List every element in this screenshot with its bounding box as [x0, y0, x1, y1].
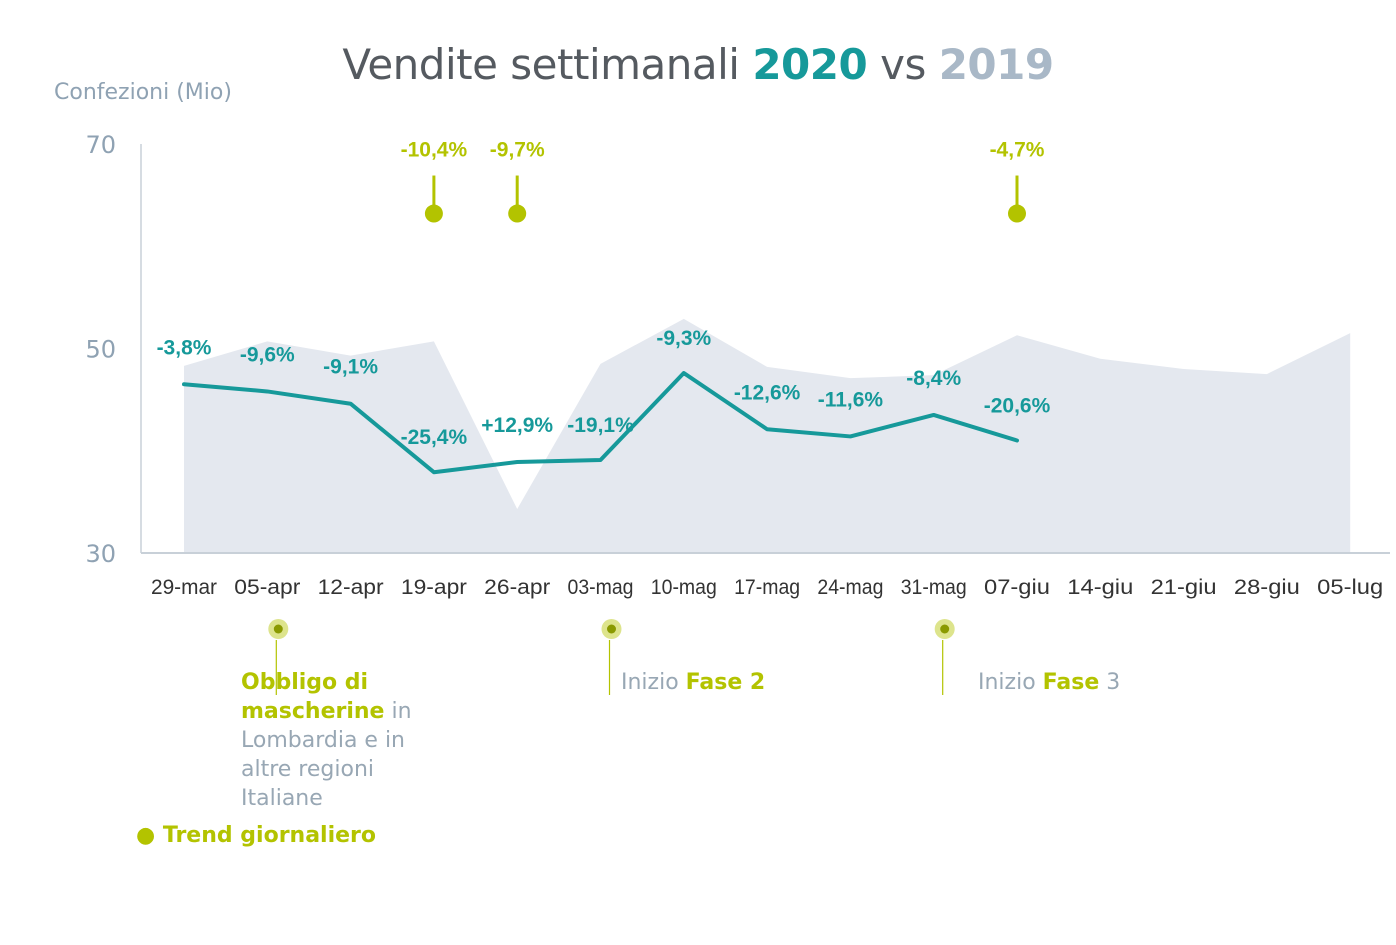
x-tick-label: 28-giu: [1234, 576, 1300, 599]
data-label: -8,4%: [906, 367, 961, 390]
chart-title: Vendite settimanali 2020 vs 2019: [0, 40, 1396, 89]
note-fase3-highlight: Fase: [1042, 670, 1100, 695]
y-axis-label: Confezioni (Mio): [54, 80, 232, 105]
event-marker-dot: [273, 624, 283, 634]
note-fase3-prefix: Inizio: [978, 670, 1043, 695]
daily-marker-dot: [508, 204, 527, 223]
x-tick-label: 21-giu: [1151, 576, 1217, 599]
data-label: +12,9%: [481, 414, 553, 437]
note-fase2-prefix: Inizio: [621, 670, 686, 695]
event-marker-dot: [940, 624, 950, 634]
data-label: -3,8%: [157, 336, 212, 359]
x-tick-label: 12-apr: [318, 576, 384, 599]
data-label: -9,1%: [323, 356, 378, 379]
y-tick-label: 50: [85, 336, 116, 364]
title-prefix: Vendite settimanali: [342, 40, 740, 89]
daily-marker-label: -9,7%: [490, 139, 545, 162]
x-tick-label: 10-mag: [651, 576, 717, 599]
event-marker-dot: [607, 624, 616, 634]
y-tick-label: 70: [85, 131, 116, 159]
data-label: -12,6%: [734, 381, 801, 404]
x-tick-label: 26-apr: [484, 576, 550, 599]
data-label: -9,6%: [240, 343, 295, 366]
x-tick-label: 24-mag: [817, 576, 883, 599]
legend-daily-trend: ● Trend giornaliero: [136, 823, 377, 848]
x-tick-label: 19-apr: [401, 576, 467, 599]
data-label: -9,3%: [656, 327, 711, 350]
note-fase3-suffix: 3: [1099, 670, 1121, 695]
x-tick-label: 31-mag: [901, 576, 967, 599]
note-masks-text: in Lombardia e in altre regioni Italiane: [241, 699, 412, 811]
x-tick-label: 14-giu: [1067, 576, 1133, 599]
daily-marker-label: -4,7%: [990, 139, 1045, 162]
y-tick-label: 30: [85, 540, 116, 568]
x-tick-label: 17-mag: [734, 576, 800, 599]
daily-marker-dot: [424, 204, 443, 223]
title-year-2019: 2019: [938, 40, 1054, 89]
x-tick-label: 29-mar: [151, 576, 217, 599]
event-note-fase2: Inizio Fase 2: [621, 668, 765, 697]
x-tick-label: 05-apr: [234, 576, 300, 599]
area-2019: [184, 318, 1351, 553]
event-note-masks: Obbligo di mascherine in Lombardia e in …: [241, 668, 441, 813]
daily-marker-label: -10,4%: [401, 139, 468, 162]
note-fase2-highlight: Fase 2: [685, 670, 766, 695]
event-note-fase3: Inizio Fase 3: [978, 668, 1120, 697]
data-label: -20,6%: [984, 395, 1051, 418]
x-tick-label: 05-lug: [1317, 576, 1383, 599]
data-label: -11,6%: [818, 388, 884, 411]
x-tick-label: 03-mag: [568, 576, 634, 599]
data-label: -25,4%: [401, 426, 468, 449]
note-masks-highlight: Obbligo di mascherine: [241, 670, 385, 724]
title-vs: vs: [880, 40, 926, 89]
line-2020: [182, 371, 1019, 475]
daily-marker-dot: [1008, 204, 1026, 223]
data-label: -19,1%: [567, 414, 634, 437]
title-year-2020: 2020: [752, 40, 868, 89]
x-tick-label: 07-giu: [984, 576, 1050, 599]
